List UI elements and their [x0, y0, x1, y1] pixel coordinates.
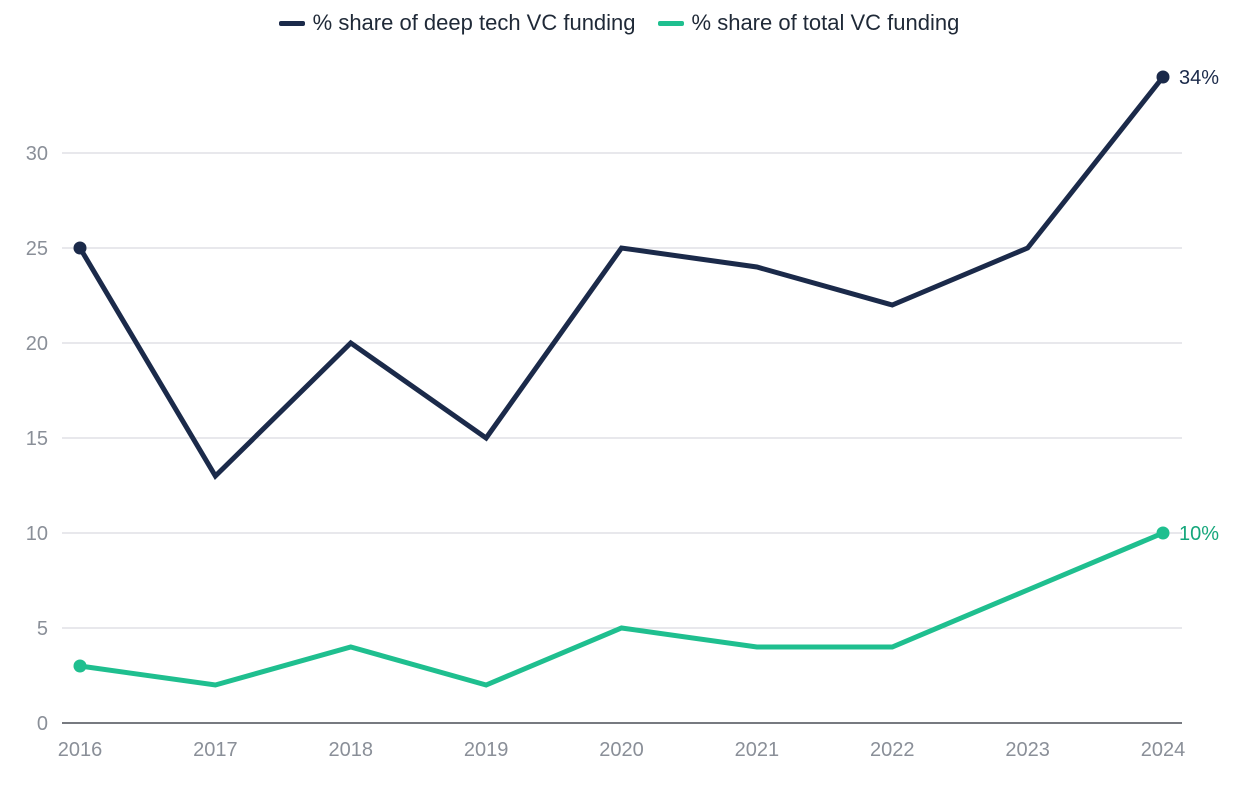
- series-0-point-2024: [1156, 70, 1170, 84]
- series-1-point-2016: [73, 659, 87, 673]
- x-tick-label-2022: 2022: [870, 739, 915, 761]
- legend: % share of deep tech VC funding % share …: [0, 10, 1238, 36]
- x-tick-label-2018: 2018: [329, 739, 374, 761]
- legend-swatch-deep-tech: [278, 20, 305, 26]
- series-0-end-label: 34%: [1179, 67, 1219, 89]
- x-tick-label-2021: 2021: [735, 739, 780, 761]
- x-tick-label-2019: 2019: [464, 739, 509, 761]
- y-tick-label-30: 30: [26, 143, 48, 165]
- series-1-point-2024: [1156, 526, 1170, 540]
- legend-label-deep-tech: % share of deep tech VC funding: [312, 10, 636, 35]
- x-tick-label-2020: 2020: [599, 739, 644, 761]
- y-tick-label-20: 20: [26, 333, 48, 355]
- y-tick-label-25: 25: [26, 238, 48, 260]
- x-tick-label-2024: 2024: [1141, 739, 1186, 761]
- x-tick-label-2016: 2016: [58, 739, 103, 761]
- y-tick-label-0: 0: [37, 713, 48, 735]
- x-tick-label-2023: 2023: [1005, 739, 1050, 761]
- series-0-point-2016: [73, 241, 87, 255]
- legend-item-total-vc: % share of total VC funding: [657, 10, 960, 36]
- legend-swatch-total-vc: [657, 20, 684, 26]
- legend-item-deep-tech: % share of deep tech VC funding: [278, 10, 636, 36]
- y-tick-label-15: 15: [26, 428, 48, 450]
- legend-label-total-vc: % share of total VC funding: [691, 10, 960, 35]
- y-tick-label-5: 5: [37, 618, 48, 640]
- series-line-1: [77, 530, 1166, 688]
- series-1-end-label: 10%: [1179, 523, 1219, 545]
- x-tick-label-2017: 2017: [193, 739, 238, 761]
- y-tick-label-10: 10: [26, 523, 48, 545]
- series-line-0: [77, 74, 1166, 481]
